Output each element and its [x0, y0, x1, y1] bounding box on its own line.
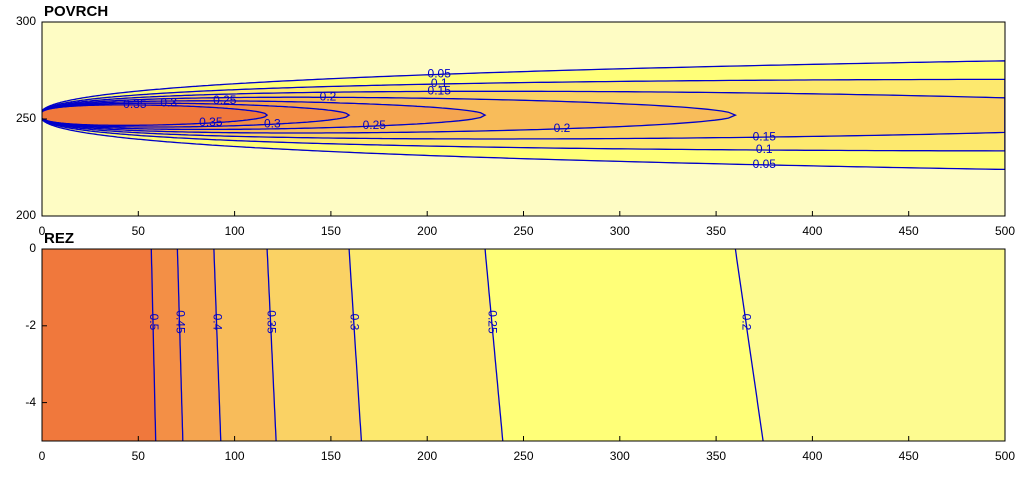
contour-line — [42, 102, 351, 128]
contour-label: 0.4 — [210, 314, 224, 331]
contour-label: 0.2 — [554, 121, 571, 135]
x-tick-label: 400 — [802, 224, 822, 238]
contour-label: 0.25 — [486, 310, 500, 334]
x-tick-label: 50 — [132, 224, 146, 238]
contour-fill — [42, 104, 268, 126]
x-tick-label: 350 — [706, 224, 726, 238]
x-tick-label: 100 — [225, 224, 245, 238]
contour-line — [42, 90, 1005, 140]
x-tick-label: 150 — [321, 449, 341, 463]
contour-label: 0.1 — [431, 76, 448, 90]
y-tick-label: 0 — [29, 241, 36, 255]
x-tick-label: 500 — [995, 224, 1015, 238]
contour-label: 0.35 — [199, 115, 223, 129]
contour-fill — [42, 249, 156, 441]
contour-label: 0.05 — [753, 157, 777, 171]
y-tick-label: -4 — [25, 395, 36, 409]
contour-line — [42, 104, 269, 126]
x-tick-label: 0 — [39, 449, 46, 463]
contour-line — [42, 96, 738, 134]
axes: 0 50 100 150 200 250 300 350 400 450 5002002503000… — [16, 14, 1015, 463]
x-tick-label: 150 — [321, 224, 341, 238]
contour-label: 0.3 — [348, 314, 362, 331]
contour-label: 0.3 — [160, 95, 177, 109]
contour-label: 0.35 — [264, 310, 278, 334]
x-tick-label: 400 — [802, 449, 822, 463]
x-tick-label: 250 — [513, 224, 533, 238]
contour-label: 0.2 — [740, 314, 754, 331]
contour-label: 0.2 — [320, 89, 337, 103]
contour-label: 0.25 — [363, 118, 387, 132]
contour-label: 0.5 — [147, 314, 161, 331]
x-tick-label: 300 — [610, 449, 630, 463]
contour-line — [42, 78, 1005, 152]
contour-label: 0.3 — [264, 116, 281, 130]
panel-title: REZ — [44, 230, 74, 247]
contour-label: 0.35 — [123, 97, 147, 111]
contour-label: 0.15 — [753, 129, 777, 143]
x-tick-label: 450 — [899, 224, 919, 238]
x-tick-label: 450 — [899, 449, 919, 463]
y-tick-label: 200 — [16, 208, 36, 222]
y-tick-label: -2 — [25, 318, 36, 332]
y-tick-label: 250 — [16, 111, 36, 125]
contour-line — [42, 100, 487, 131]
contour-line — [213, 249, 222, 441]
contour-line — [484, 249, 504, 441]
contour-line — [42, 60, 1005, 171]
x-tick-label: 500 — [995, 449, 1015, 463]
x-tick-label: 350 — [706, 449, 726, 463]
contour-line — [176, 249, 184, 441]
x-tick-label: 50 — [132, 449, 146, 463]
contour-label: 0.05 — [428, 67, 452, 81]
contour-line — [150, 249, 157, 441]
x-tick-label: 200 — [417, 224, 437, 238]
x-tick-label: 0 — [39, 224, 46, 238]
contour-label: 0.45 — [173, 310, 187, 334]
contour-line — [348, 249, 363, 441]
plot-area: 0.050.050.10.10.150.150.20.20.250.250.30… — [42, 22, 1005, 216]
contour-line — [266, 249, 277, 441]
x-tick-label: 200 — [417, 449, 437, 463]
contour-label: 0.1 — [756, 142, 773, 156]
panel-title: POVRCH — [44, 3, 108, 20]
y-tick-label: 300 — [16, 14, 36, 28]
plot-area: 0.2 0.25 0.3 0.35 0.4 0.45 0.5 — [42, 249, 1005, 441]
x-tick-label: 300 — [610, 224, 630, 238]
contour-line — [734, 249, 764, 441]
x-tick-label: 250 — [513, 449, 533, 463]
contour-label: 0.15 — [428, 84, 452, 98]
x-tick-label: 100 — [225, 449, 245, 463]
